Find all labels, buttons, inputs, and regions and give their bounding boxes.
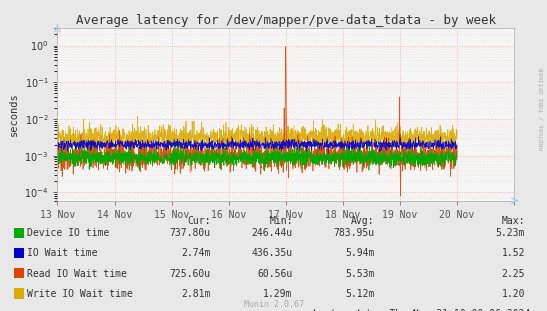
Text: IO Wait time: IO Wait time <box>27 248 98 258</box>
Text: 5.12m: 5.12m <box>345 289 375 299</box>
Text: 2.25: 2.25 <box>502 269 525 279</box>
Text: Cur:: Cur: <box>187 216 211 226</box>
Text: Write IO Wait time: Write IO Wait time <box>27 289 133 299</box>
Text: 1.29m: 1.29m <box>263 289 293 299</box>
Text: 783.95u: 783.95u <box>334 228 375 238</box>
Text: 2.74m: 2.74m <box>181 248 211 258</box>
Text: Read IO Wait time: Read IO Wait time <box>27 269 127 279</box>
Text: Last update: Thu Nov 21 10:00:06 2024: Last update: Thu Nov 21 10:00:06 2024 <box>313 309 531 311</box>
Text: 5.23m: 5.23m <box>496 228 525 238</box>
Text: 1.20: 1.20 <box>502 289 525 299</box>
Text: RRDTOOL / TOBI OETIKER: RRDTOOL / TOBI OETIKER <box>539 67 544 150</box>
Text: 246.44u: 246.44u <box>252 228 293 238</box>
Text: 1.52: 1.52 <box>502 248 525 258</box>
Text: 2.81m: 2.81m <box>181 289 211 299</box>
Text: Max:: Max: <box>502 216 525 226</box>
Text: 5.94m: 5.94m <box>345 248 375 258</box>
Text: Avg:: Avg: <box>351 216 375 226</box>
Text: 5.53m: 5.53m <box>345 269 375 279</box>
Text: 60.56u: 60.56u <box>258 269 293 279</box>
Text: Munin 2.0.67: Munin 2.0.67 <box>243 300 304 309</box>
Text: 436.35u: 436.35u <box>252 248 293 258</box>
Text: Device IO time: Device IO time <box>27 228 109 238</box>
Title: Average latency for /dev/mapper/pve-data_tdata - by week: Average latency for /dev/mapper/pve-data… <box>76 14 496 27</box>
Text: 737.80u: 737.80u <box>170 228 211 238</box>
Text: 725.60u: 725.60u <box>170 269 211 279</box>
Text: Min:: Min: <box>269 216 293 226</box>
Y-axis label: seconds: seconds <box>9 92 19 136</box>
